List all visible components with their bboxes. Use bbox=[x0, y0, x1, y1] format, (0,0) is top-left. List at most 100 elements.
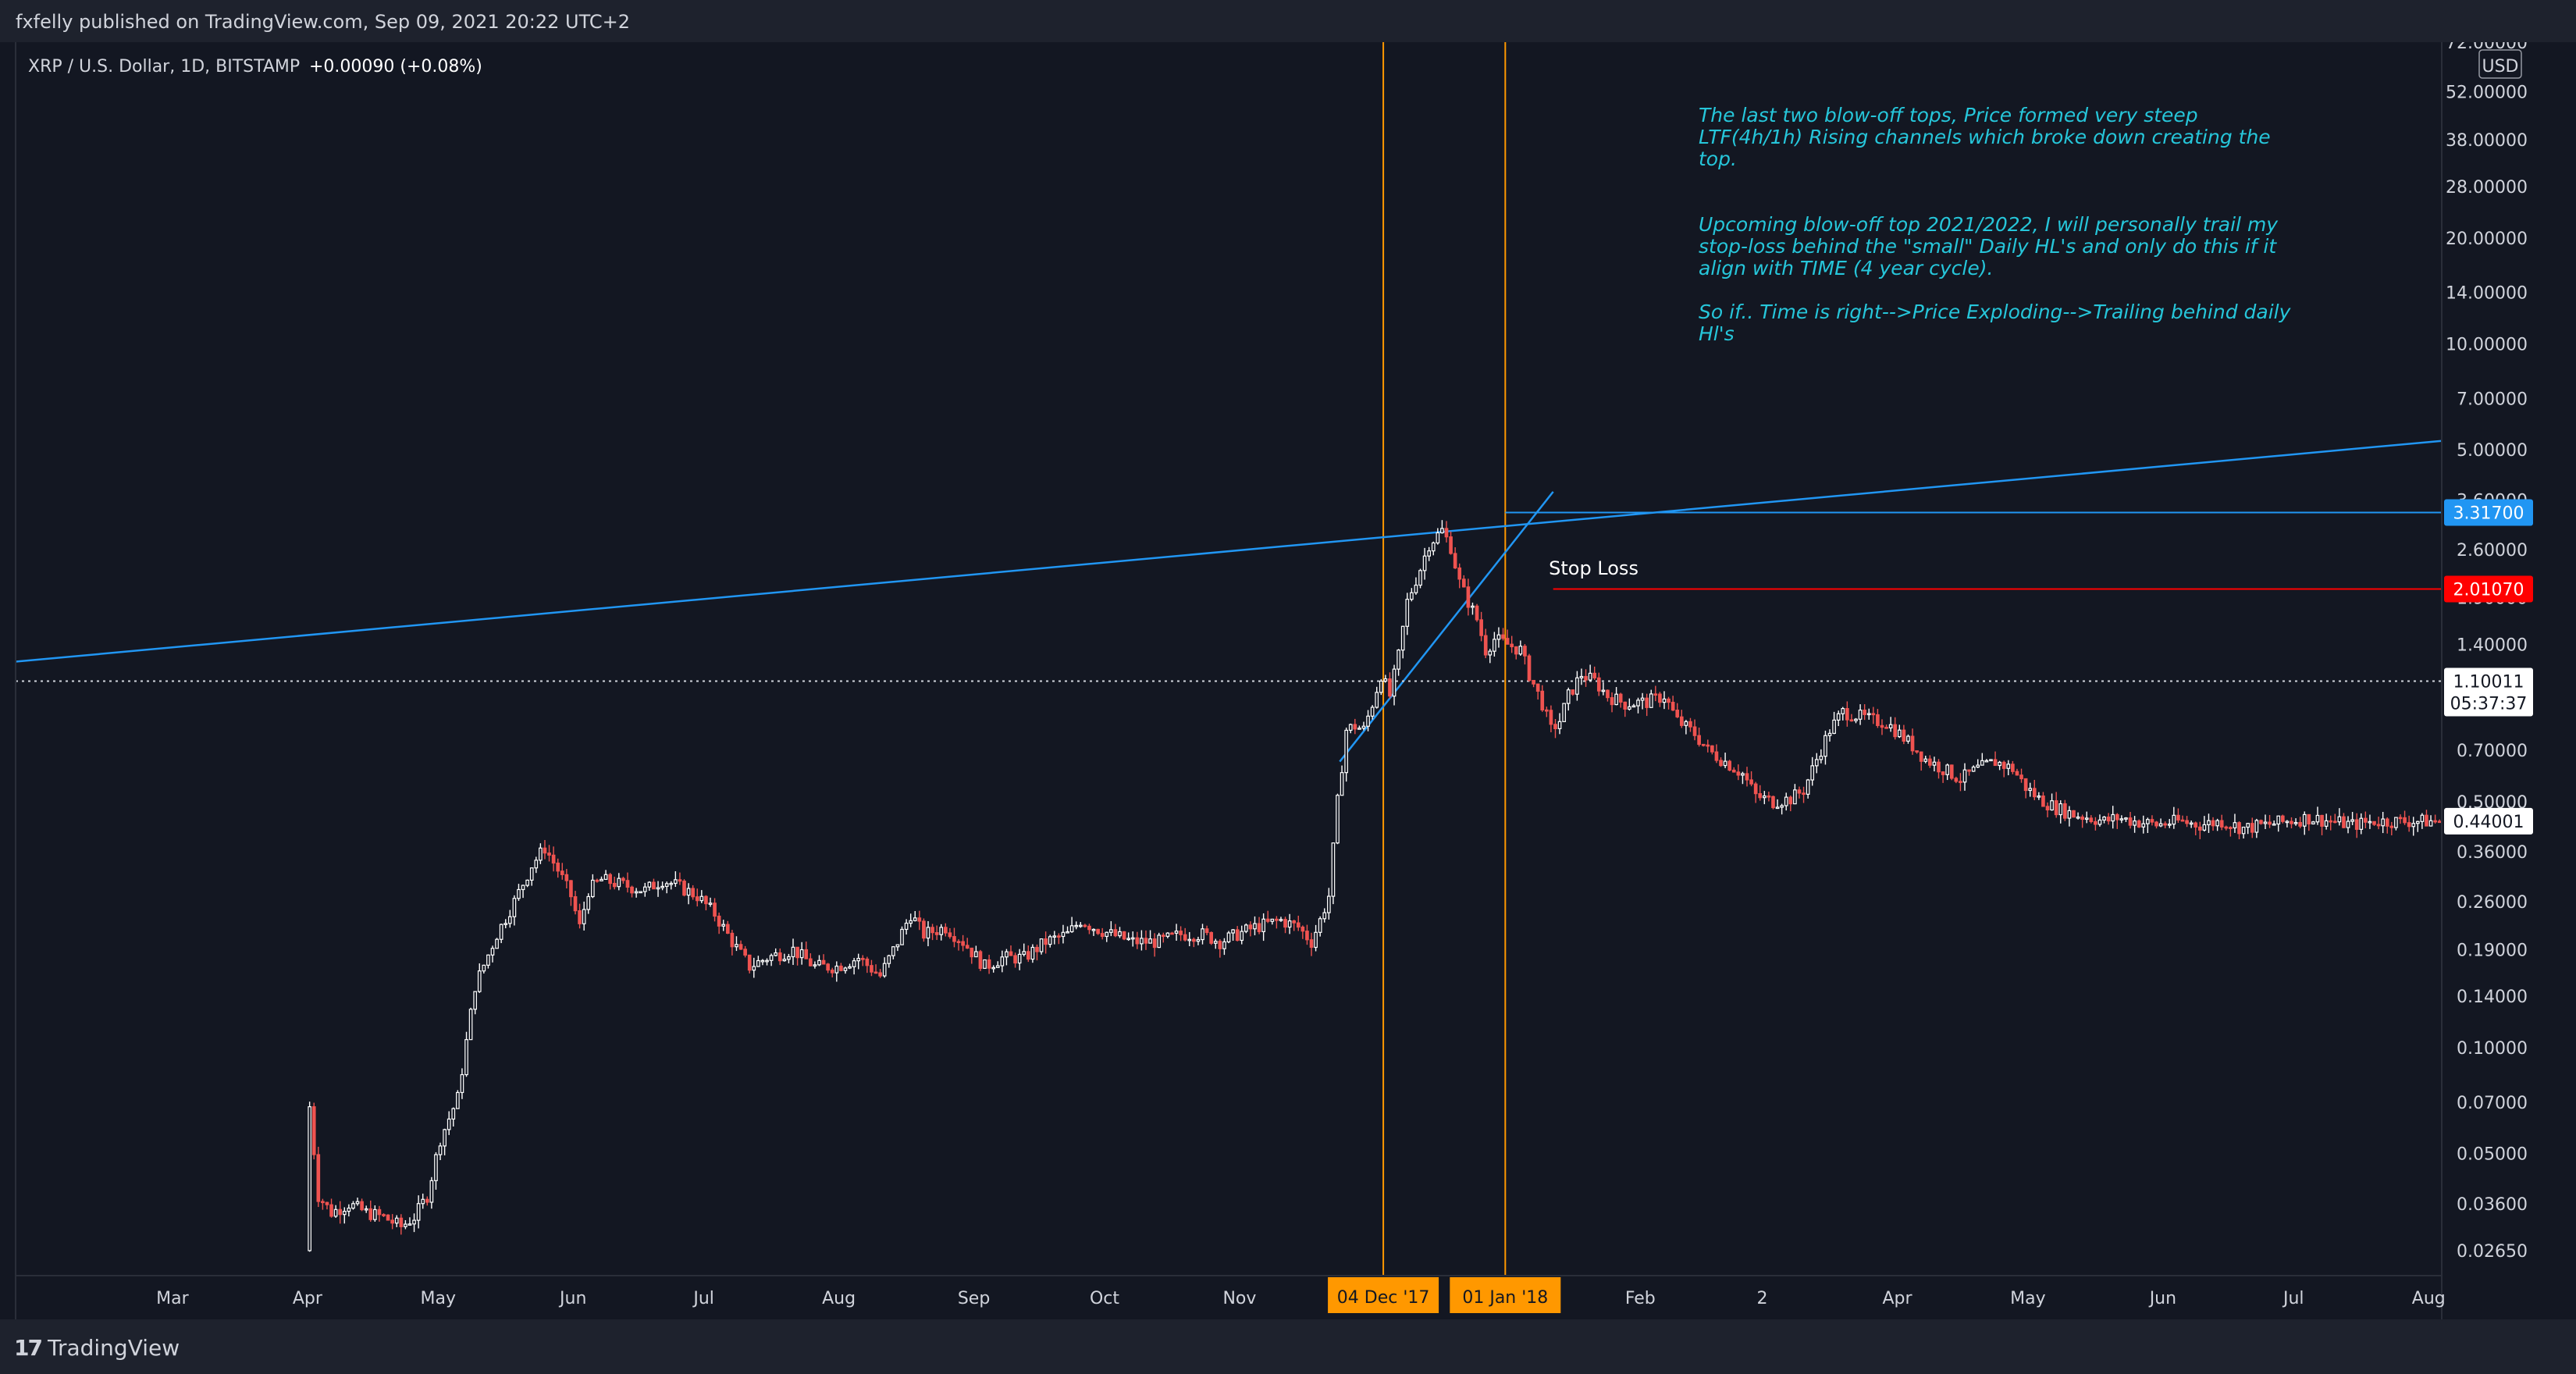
candle-body bbox=[1584, 675, 1588, 681]
bottom-bar: 17 TradingView bbox=[0, 1319, 2576, 1374]
candle-body bbox=[1549, 710, 1553, 725]
symbol-legend[interactable]: XRP / U.S. Dollar, 1D, BITSTAMP +0.00090… bbox=[28, 57, 482, 77]
y-tick-label: 52.00000 bbox=[2446, 84, 2528, 103]
price-chart[interactable]: Stop Loss Mar Apr May Jun Jul Aug Sep Oct Nov Feb… bbox=[0, 42, 2576, 1319]
candle-body bbox=[678, 879, 682, 882]
candle-body bbox=[1802, 792, 1806, 796]
candle-body bbox=[2394, 817, 2398, 828]
candle-body bbox=[2037, 796, 2041, 798]
candle-body bbox=[1152, 938, 1157, 949]
candle-body bbox=[617, 877, 621, 888]
candle-body bbox=[1379, 680, 1383, 693]
candle-body bbox=[1440, 528, 1444, 534]
candle-body bbox=[1052, 935, 1057, 938]
candle-body bbox=[1466, 586, 1471, 608]
note-line: So if.. Time is right-->Price Exploding-… bbox=[1699, 301, 2292, 323]
candle-body bbox=[2207, 820, 2211, 826]
candle-body bbox=[2389, 825, 2394, 828]
candle-body bbox=[930, 927, 934, 934]
candle-body bbox=[686, 888, 691, 896]
candle-body bbox=[926, 927, 930, 939]
candle-body bbox=[1026, 951, 1030, 960]
tradingview-brand: TradingView bbox=[47, 1335, 180, 1361]
candle-body bbox=[1902, 729, 1906, 742]
candle-body bbox=[974, 951, 978, 958]
tradingview-logo[interactable]: 17 TradingView bbox=[14, 1335, 180, 1361]
candle-body bbox=[1183, 934, 1187, 941]
candle-body bbox=[355, 1201, 360, 1205]
candle-body bbox=[1553, 724, 1557, 729]
candle-body bbox=[1701, 743, 1706, 746]
candle-body bbox=[556, 862, 560, 872]
candle-body bbox=[2350, 819, 2354, 822]
candle-body bbox=[486, 954, 490, 966]
note-text-block[interactable]: The last two blow-off tops, Price formed… bbox=[1699, 104, 2292, 345]
candle-body bbox=[1257, 923, 1261, 932]
candle-body bbox=[1318, 918, 1322, 933]
candle-body bbox=[1675, 710, 1680, 717]
y-tick-label: 0.10000 bbox=[2457, 1039, 2528, 1059]
candle-body bbox=[735, 944, 738, 948]
candle-body bbox=[717, 915, 721, 927]
candle-body bbox=[813, 964, 817, 966]
x-tick-label: Jun bbox=[2148, 1289, 2176, 1308]
candle-body bbox=[1405, 599, 1410, 627]
candle-body bbox=[2337, 816, 2342, 823]
candle-body bbox=[1758, 793, 1763, 799]
note-line: stop-loss behind the "small" Daily HL's … bbox=[1699, 235, 2277, 258]
candle-body bbox=[1161, 934, 1165, 938]
candle-body bbox=[1832, 719, 1836, 735]
candle-body bbox=[1863, 709, 1866, 715]
candle-body bbox=[1606, 689, 1610, 699]
candle-body bbox=[425, 1198, 429, 1203]
candle-body bbox=[2067, 810, 2072, 819]
candle-body bbox=[774, 952, 778, 956]
candle-body bbox=[1658, 693, 1662, 703]
candle-body bbox=[682, 881, 686, 896]
x-tick-label: Apr bbox=[1882, 1289, 1912, 1308]
candle-body bbox=[477, 970, 482, 992]
candle-body bbox=[2354, 819, 2359, 830]
candle-body bbox=[2219, 820, 2224, 828]
candle-body bbox=[2176, 814, 2180, 820]
candle-body bbox=[2415, 820, 2420, 824]
candle-body bbox=[2167, 824, 2172, 826]
candle-body bbox=[948, 932, 952, 938]
candle-body bbox=[1122, 931, 1126, 940]
candle-body bbox=[468, 1009, 473, 1041]
candle-body bbox=[1436, 532, 1440, 544]
candle-body bbox=[2032, 788, 2037, 798]
drawing-lines[interactable] bbox=[15, 42, 2443, 1276]
candle-body bbox=[1841, 707, 1845, 714]
candle-body bbox=[1083, 924, 1087, 927]
candle-body bbox=[2359, 817, 2364, 830]
candle-body bbox=[525, 879, 529, 886]
candle-body bbox=[2311, 821, 2315, 824]
y-tick-label: 0.70000 bbox=[2457, 742, 2528, 761]
candle-body bbox=[991, 966, 996, 970]
candle-body bbox=[760, 959, 765, 963]
candle-body bbox=[1932, 761, 1937, 766]
candle-body bbox=[1483, 635, 1488, 656]
top-price-label: 3.31700 bbox=[2453, 504, 2524, 523]
time-axis[interactable]: Mar Apr May Jun Jul Aug Sep Oct Nov Feb 2 Apr May Jun… bbox=[156, 1277, 2446, 1313]
price-axis[interactable]: USD 72.00000 52.00000 38.00000 28.00000 20.0… bbox=[2444, 42, 2533, 1262]
candle-body bbox=[2211, 820, 2215, 827]
candle-body bbox=[1688, 721, 1692, 728]
candle-body bbox=[1906, 735, 1910, 742]
rising-channel-line[interactable] bbox=[1339, 491, 1554, 763]
candle-body bbox=[342, 1210, 347, 1216]
candle-body bbox=[725, 924, 730, 934]
candle-body bbox=[1096, 928, 1100, 934]
currency-box[interactable] bbox=[2478, 49, 2522, 79]
candle-body bbox=[1283, 919, 1287, 928]
candle-body bbox=[377, 1208, 382, 1216]
candle-body bbox=[1488, 650, 1493, 656]
countdown-label: 05:37:37 bbox=[2450, 695, 2528, 714]
candle-body bbox=[634, 891, 639, 894]
candle-body bbox=[752, 966, 756, 971]
candle-body bbox=[1697, 735, 1701, 746]
long-trendline[interactable] bbox=[15, 440, 2443, 663]
candle-body bbox=[482, 964, 486, 972]
last-price-label: 0.44001 bbox=[2453, 813, 2524, 832]
